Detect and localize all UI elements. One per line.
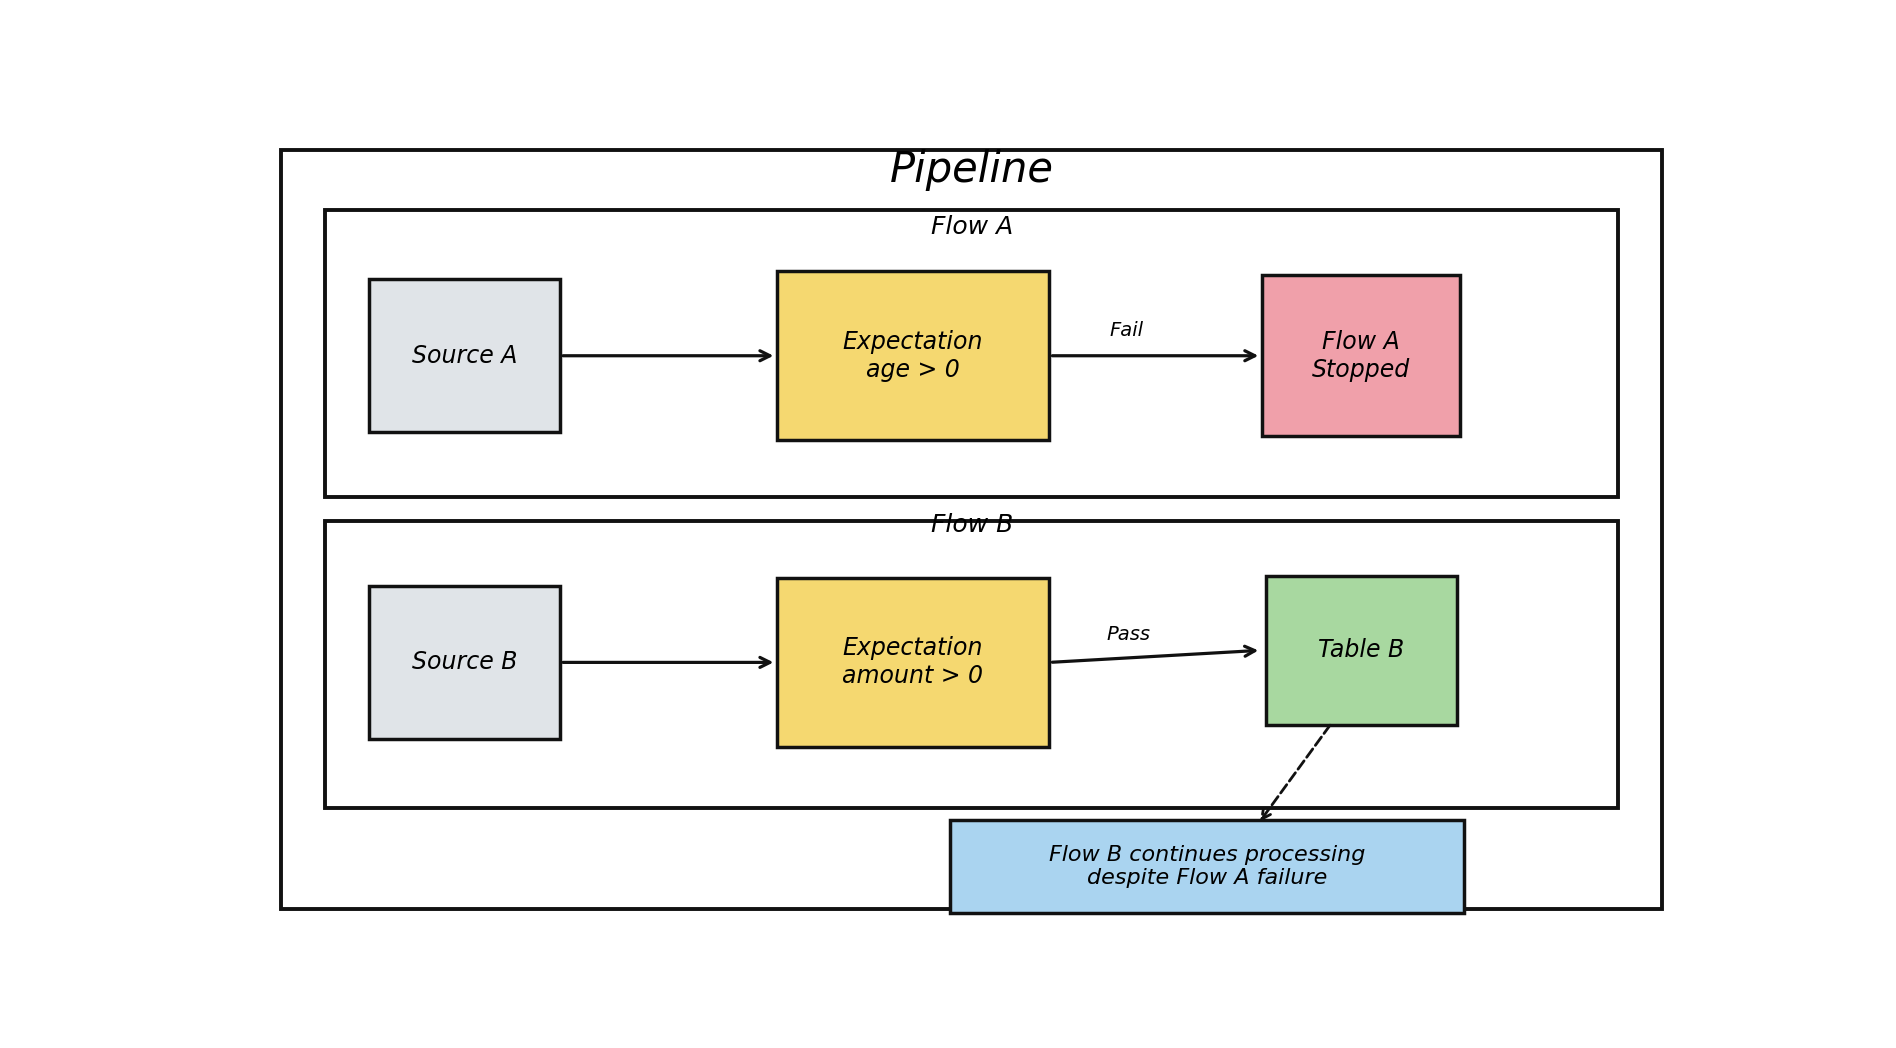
FancyBboxPatch shape <box>326 521 1619 808</box>
FancyBboxPatch shape <box>1265 575 1456 725</box>
Text: Source B: Source B <box>411 651 518 675</box>
Text: Flow A
Stopped: Flow A Stopped <box>1312 330 1411 381</box>
Text: Fail: Fail <box>1109 321 1143 340</box>
Text: Flow B continues processing
despite Flow A failure: Flow B continues processing despite Flow… <box>1048 845 1365 888</box>
FancyBboxPatch shape <box>777 577 1048 747</box>
Text: Pass: Pass <box>1107 625 1151 643</box>
FancyBboxPatch shape <box>370 586 561 739</box>
FancyBboxPatch shape <box>950 821 1464 913</box>
Text: Flow A: Flow A <box>931 215 1012 239</box>
Text: Expectation
amount > 0: Expectation amount > 0 <box>842 636 984 689</box>
Text: Flow B: Flow B <box>931 514 1012 538</box>
FancyBboxPatch shape <box>281 150 1663 909</box>
Text: Source A: Source A <box>411 344 518 368</box>
Text: Table B: Table B <box>1318 638 1405 662</box>
Text: Expectation
age > 0: Expectation age > 0 <box>842 330 984 381</box>
FancyBboxPatch shape <box>777 271 1048 440</box>
Text: Pipeline: Pipeline <box>889 149 1054 191</box>
FancyBboxPatch shape <box>370 279 561 433</box>
FancyBboxPatch shape <box>326 211 1619 497</box>
FancyBboxPatch shape <box>1263 275 1460 436</box>
